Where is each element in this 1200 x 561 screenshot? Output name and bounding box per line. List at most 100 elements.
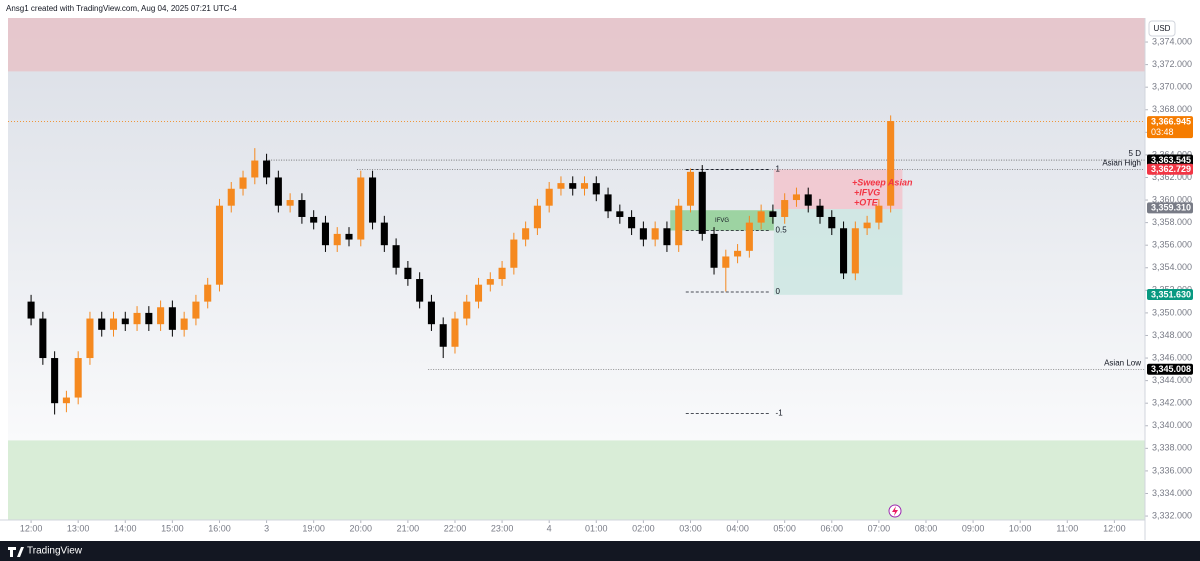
y-tick-label: 3,340.000	[1152, 420, 1192, 430]
candle-body	[168, 307, 176, 330]
candle-body	[227, 188, 235, 206]
candle-body	[310, 216, 318, 223]
candle-body	[192, 301, 200, 319]
x-tick-label: 15:00	[161, 523, 184, 533]
candle-body	[39, 318, 47, 359]
y-tick-label: 3,336.000	[1152, 465, 1192, 475]
x-tick-label: 12:00	[20, 523, 43, 533]
candle-body	[439, 324, 447, 347]
candle-body	[357, 177, 365, 240]
candle-body	[828, 216, 836, 229]
candle-body	[380, 222, 388, 246]
countdown: 03:48	[1151, 127, 1174, 137]
price-tag	[1147, 154, 1193, 166]
candle-body	[298, 200, 306, 217]
candle-body	[628, 216, 636, 229]
level-label: Asian Low	[1104, 358, 1141, 367]
plot-background	[8, 18, 1145, 520]
price-tag	[1147, 163, 1193, 175]
candle-body	[804, 194, 812, 206]
candle-body	[769, 211, 777, 217]
x-tick-label: 16:00	[208, 523, 231, 533]
brand: TradingView	[27, 546, 83, 557]
candle-body	[663, 228, 671, 246]
candle-body	[533, 205, 541, 229]
fib-label: 0	[776, 287, 781, 296]
x-tick-label: 09:00	[962, 523, 985, 533]
candle-body	[86, 318, 94, 359]
candle-body	[239, 177, 247, 189]
candle-body	[545, 188, 553, 206]
candle-body	[109, 318, 118, 330]
x-tick-label: 05:00	[773, 523, 796, 533]
x-tick-label: 06:00	[821, 523, 844, 533]
candle-body	[274, 177, 282, 206]
x-tick-label: 02:00	[632, 523, 655, 533]
event-icon-bolt	[892, 506, 898, 516]
price-tag-label: 3,351.630	[1151, 289, 1191, 299]
y-tick-label: 3,334.000	[1152, 488, 1192, 498]
candle-body	[215, 205, 224, 285]
y-tick-label: 3,372.000	[1152, 59, 1192, 69]
price-tag	[1147, 116, 1193, 139]
currency-box[interactable]	[1148, 20, 1176, 37]
zones	[8, 18, 1145, 520]
x-tick-label: 04:00	[726, 523, 749, 533]
y-tick-label: 3,374.000	[1152, 36, 1192, 46]
candle-body	[121, 318, 129, 325]
candle-body	[204, 284, 212, 302]
y-tick-label: 3,338.000	[1152, 443, 1192, 453]
candle-body	[486, 279, 494, 285]
x-tick-label: 10:00	[1009, 523, 1032, 533]
currency[interactable]: USD	[1154, 24, 1171, 33]
candle-body	[98, 318, 106, 330]
candle-body	[133, 312, 141, 325]
candle-body	[722, 256, 730, 268]
candle-body	[816, 205, 824, 217]
candle-body	[875, 205, 883, 223]
y-tick-label: 3,364.000	[1152, 149, 1192, 159]
brand-logo	[8, 547, 24, 557]
candle-body	[569, 183, 577, 189]
fib-label: 1	[776, 165, 781, 174]
candle-body	[734, 250, 742, 257]
x-tick-label: 21:00	[397, 523, 420, 533]
zone-label: IFVG	[715, 218, 729, 224]
candle-body	[639, 228, 647, 240]
candle-body	[498, 267, 506, 280]
candle-body	[698, 171, 706, 234]
y-tick-label: 3,346.000	[1152, 352, 1192, 362]
candle-body	[757, 211, 765, 223]
candle-body	[369, 177, 377, 223]
candle-body	[522, 228, 530, 240]
y-tick-label: 3,332.000	[1152, 510, 1192, 520]
y-tick-label: 3,370.000	[1152, 82, 1192, 92]
candle-body	[510, 239, 518, 268]
candle-body	[792, 194, 800, 201]
x-tick-label: 12:00	[1103, 523, 1126, 533]
price-tag-label: 3,363.545	[1151, 155, 1191, 165]
x-tick-label: 01:00	[585, 523, 608, 533]
price-tag-label: 3,362.729	[1151, 164, 1191, 174]
candle-body	[851, 228, 859, 274]
candle-body	[710, 233, 718, 268]
y-tick-label: 3,362.000	[1152, 172, 1192, 182]
candle-body	[321, 222, 329, 246]
y-tick-label: 3,368.000	[1152, 104, 1192, 114]
zone	[8, 440, 1145, 520]
candle-body	[686, 171, 695, 206]
zone	[773, 209, 903, 295]
x-tick-label: 22:00	[444, 523, 467, 533]
zone	[773, 169, 903, 210]
candle-body	[51, 358, 59, 404]
x-tick-label: 03:00	[679, 523, 702, 533]
note-text: +Sweep Asian	[852, 177, 913, 187]
candle-body	[74, 358, 82, 398]
candle-body	[604, 194, 612, 212]
candle-body	[863, 222, 871, 229]
candle-body	[27, 301, 35, 319]
y-tick-label: 3,358.000	[1152, 217, 1192, 227]
